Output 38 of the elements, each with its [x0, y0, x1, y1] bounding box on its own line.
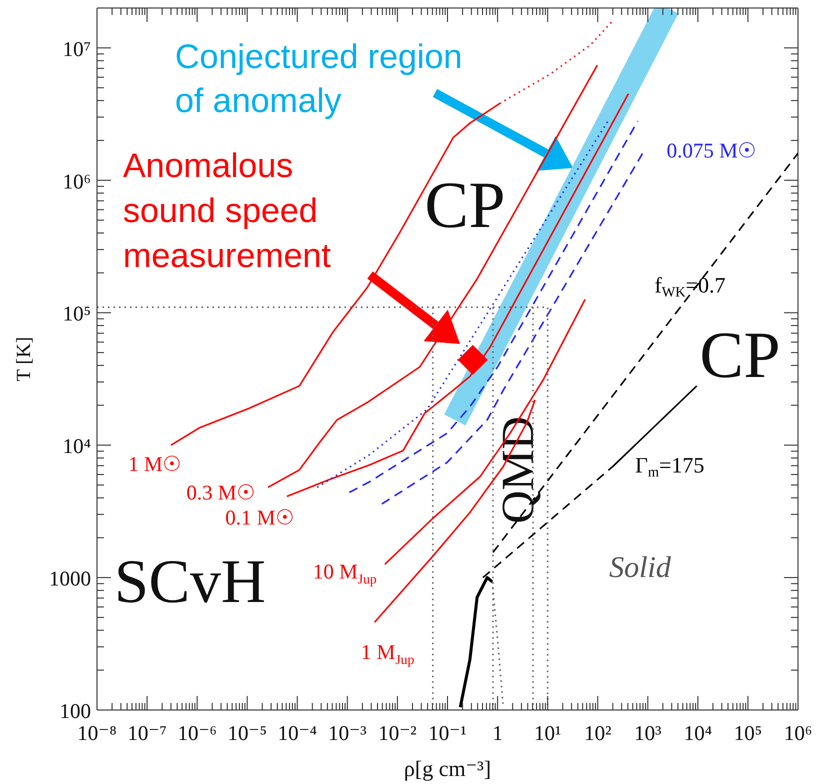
y-tick-label: 10⁵	[62, 302, 91, 326]
series-label: 0.075 M☉	[666, 138, 757, 162]
annotation: CP	[700, 318, 780, 392]
y-tick-label: 10⁷	[62, 36, 91, 61]
x-tick-label: 10⁵	[734, 721, 762, 745]
x-axis-title: ρ[g cm⁻³]	[404, 756, 492, 781]
x-tick-label: 10⁻⁶	[177, 721, 217, 745]
annotation: Conjectured region of anomaly	[175, 38, 462, 120]
annotation: Solid	[609, 550, 672, 584]
x-tick-label: 10⁻⁸	[77, 721, 117, 745]
annotation: CP	[424, 168, 506, 242]
y-tick-label: 10⁶	[62, 169, 91, 194]
series-label: f$_{WK}$=0.7	[654, 272, 726, 300]
x-tick-label: 10⁴	[684, 721, 712, 745]
x-tick-label: 10¹	[534, 721, 562, 745]
x-tick-label: 10⁻⁵	[228, 721, 267, 745]
series-label: 0.3 M☉	[186, 480, 256, 504]
series-label: 10 M$_{Jup}$	[312, 559, 377, 586]
x-tick-label: 10⁻²	[378, 721, 417, 745]
series-label: Γ$_{m}$=175	[635, 452, 704, 480]
series-label: 0.1 M☉	[225, 505, 294, 530]
y-tick-label: 10⁴	[62, 434, 91, 458]
series-label: 1 M☉	[128, 452, 182, 476]
annotation: SCvH	[114, 548, 266, 616]
x-tick-label: 10⁻⁴	[278, 721, 317, 745]
annotation: QMD	[492, 416, 542, 524]
x-tick-label: 10⁻³	[328, 721, 367, 745]
x-tick-label: 10⁻⁷	[127, 721, 167, 745]
x-tick-label: 10⁻¹	[428, 721, 467, 745]
y-axis-title: T [K]	[13, 336, 35, 382]
x-tick-label: 10²	[584, 721, 612, 745]
y-tick-label: 100	[60, 699, 91, 723]
x-tick-label: 10⁶	[784, 721, 812, 745]
x-tick-label: 10³	[634, 721, 662, 745]
series-label: 1 M$_{Jup}$	[360, 640, 414, 668]
x-tick-label: 1	[492, 721, 503, 745]
annotation: Anomalous sound speed measurement	[123, 147, 332, 275]
y-tick-label: 1000	[49, 566, 91, 591]
